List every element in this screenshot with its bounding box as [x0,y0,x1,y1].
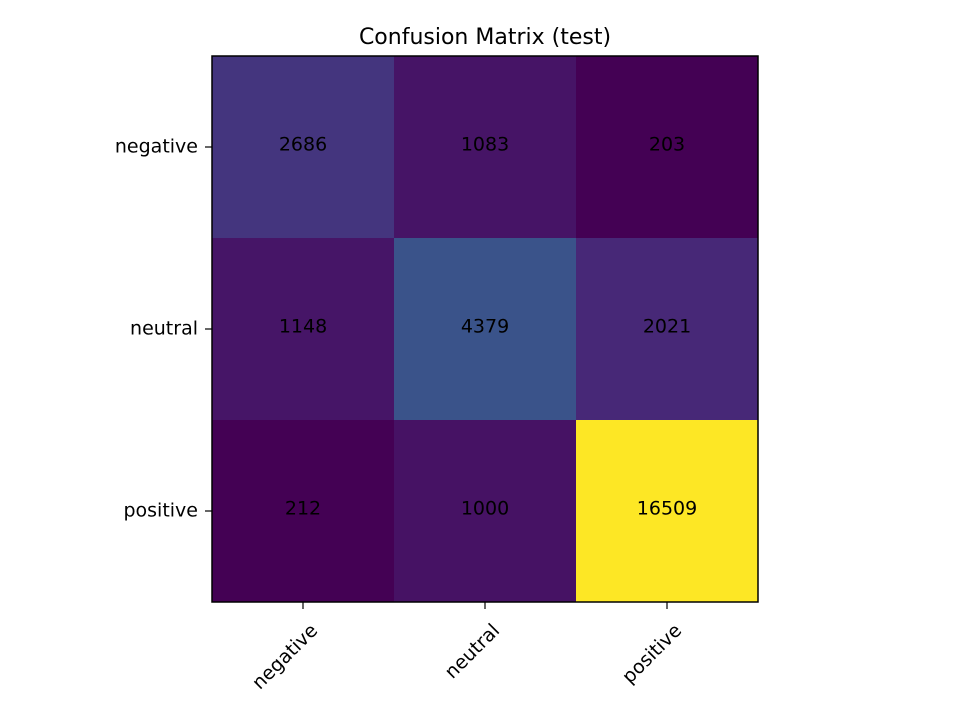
y-axis-ticks: negative neutral positive [115,136,212,522]
x-tick-label: positive [618,620,686,688]
heatmap-cell [394,56,577,239]
heatmap-cell [576,420,759,603]
cell-value-label: 212 [285,498,321,520]
heatmap-cell [394,420,577,603]
y-tick-label: positive [123,500,198,522]
heatmap-cell [212,238,395,421]
heatmap-cell [212,56,395,239]
cell-value-label: 4379 [461,316,509,338]
x-tick-label: negative [248,620,322,694]
cell-value-label: 1000 [461,498,509,520]
cell-value-labels: 2686 1083 203 1148 4379 2021 212 1000 16509 [279,134,697,520]
heatmap-cell [576,238,759,421]
cell-value-label: 1148 [279,316,327,338]
heatmap-cells [212,56,759,603]
y-tick-label: neutral [130,318,198,340]
x-axis-ticks: negative neutral positive [248,602,686,694]
chart-title: Confusion Matrix (test) [359,25,611,50]
heatmap-cell [576,56,759,239]
cell-value-label: 1083 [461,134,509,156]
x-tick-label: neutral [441,620,505,684]
cell-value-label: 16509 [637,498,697,520]
heatmap-cell [212,420,395,603]
cell-value-label: 2021 [643,316,691,338]
cell-value-label: 203 [649,134,685,156]
y-tick-label: negative [115,136,198,158]
cell-value-label: 2686 [279,134,327,156]
heatmap-cell [394,238,577,421]
